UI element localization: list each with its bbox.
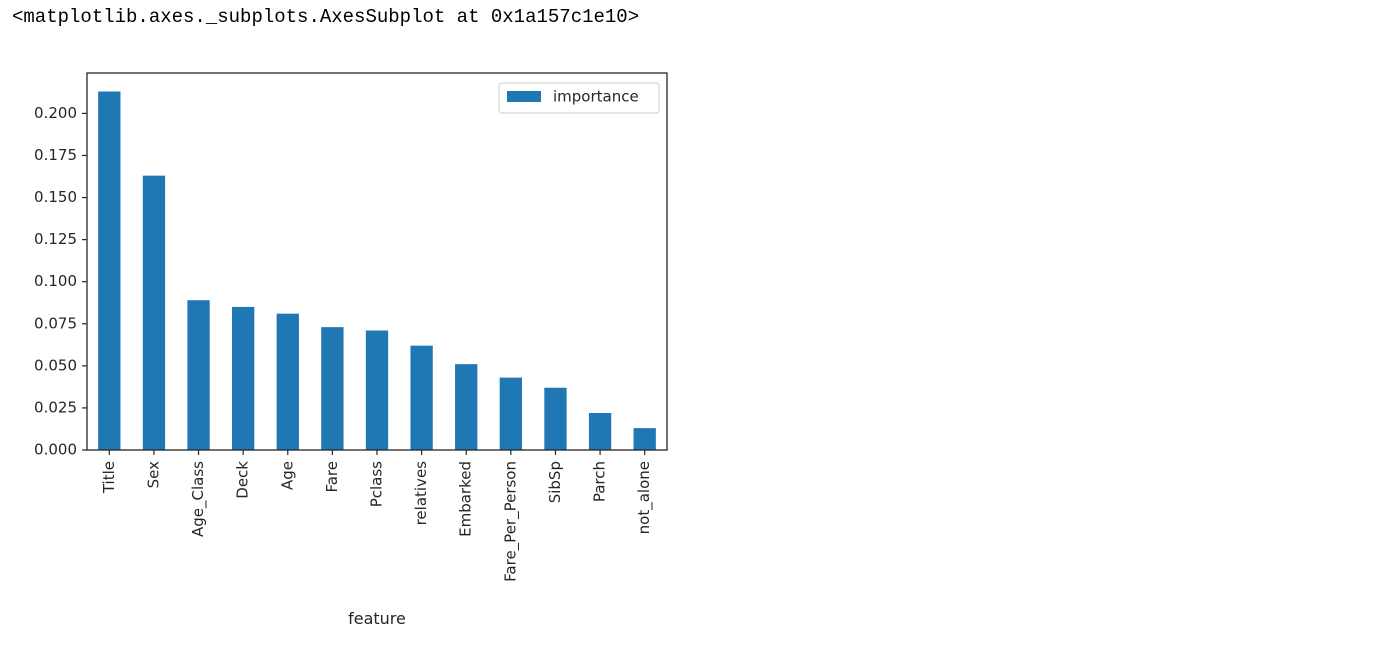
x-tick-label: Parch [591, 461, 609, 502]
y-tick-label: 0.100 [34, 272, 77, 290]
y-tick-label: 0.075 [34, 314, 77, 332]
bar-sex [142, 175, 166, 451]
x-axis-label: feature [348, 609, 406, 628]
x-tick-label: Deck [234, 461, 252, 499]
legend-box [498, 82, 660, 114]
bars-group [98, 91, 656, 451]
bar-fare-per-person [499, 377, 522, 450]
x-tick-label: relatives [412, 461, 430, 526]
legend-swatch [507, 91, 541, 102]
y-tick-label: 0.150 [34, 188, 77, 206]
bar-age-class [187, 300, 210, 450]
x-tick-label: Fare [323, 461, 341, 493]
bar-title [98, 91, 121, 450]
x-tick-label: Pclass [368, 461, 386, 507]
x-tick-label: Age_Class [189, 461, 208, 537]
bar-relatives [410, 345, 433, 450]
bar-not-alone [633, 428, 656, 450]
x-tick-label: not_alone [635, 461, 654, 534]
bar-age [276, 313, 299, 450]
x-tick-label: Title [100, 461, 118, 494]
y-tick-label: 0.050 [34, 356, 77, 374]
bar-pclass [365, 330, 389, 450]
x-axis: Title Sex Age_Class Deck Age Fare Pclass relati… [100, 450, 654, 582]
bar-fare [321, 327, 344, 450]
y-axis: 0.000 0.025 0.050 0.075 0.100 0.125 0.150 0.175… [34, 104, 87, 459]
y-tick-label: 0.200 [34, 104, 77, 122]
x-tick-label: Age [278, 461, 296, 490]
output-repr-text: <matplotlib.axes._subplots.AxesSubplot a… [12, 6, 640, 28]
x-tick-label: Fare_Per_Person [501, 461, 520, 582]
bar-embarked [455, 364, 478, 450]
y-tick-label: 0.000 [34, 441, 77, 459]
x-tick-label: Embarked [457, 461, 475, 537]
y-tick-label: 0.025 [34, 398, 77, 416]
bar-sibsp [544, 387, 567, 450]
legend-label: importance [553, 88, 639, 106]
y-tick-label: 0.125 [34, 230, 77, 248]
x-tick-label: SibSp [546, 461, 564, 503]
bar-deck [232, 306, 255, 450]
legend: importance [498, 82, 660, 114]
x-tick-label: Sex [144, 461, 162, 488]
y-tick-label: 0.175 [34, 146, 77, 164]
bar-parch [588, 412, 612, 450]
